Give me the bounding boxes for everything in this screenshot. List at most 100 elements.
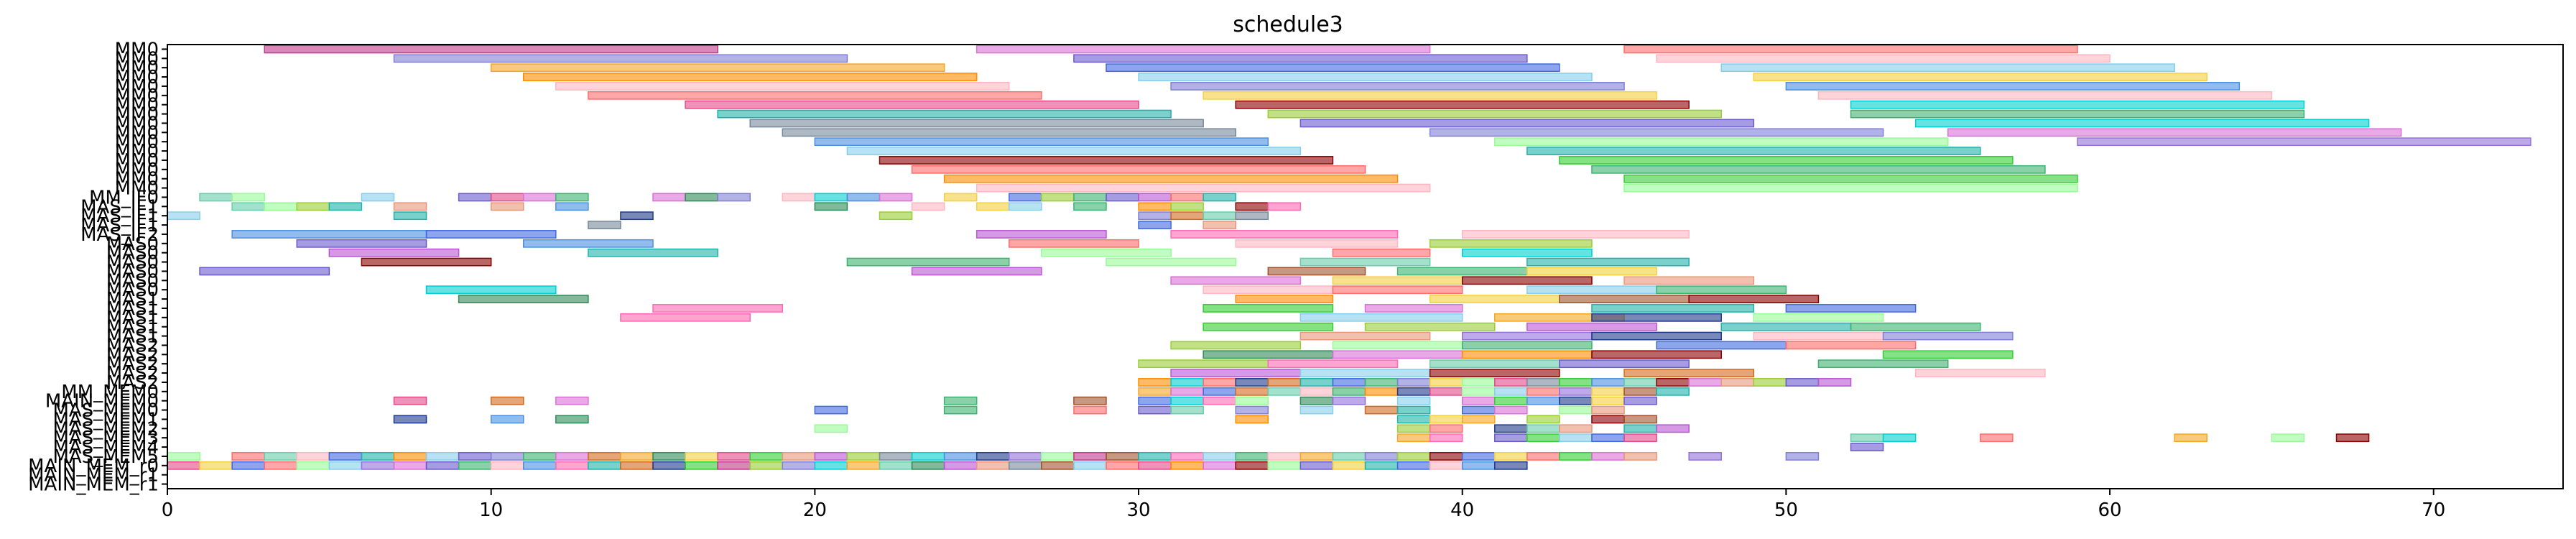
- gantt-bar: [1170, 202, 1204, 211]
- gantt-bar: [1073, 193, 1107, 202]
- gantt-bar: [555, 415, 589, 424]
- gantt-bar: [1591, 331, 1722, 341]
- gantt-bar: [1106, 193, 1139, 202]
- gantt-bar: [1850, 109, 2305, 119]
- gantt-bar: [1332, 276, 1463, 285]
- gantt-bar: [522, 461, 557, 470]
- y-tick-label: MAS1: [106, 308, 159, 329]
- gantt-bar: [976, 230, 1107, 239]
- gantt-bar: [1299, 369, 1431, 377]
- y-tick-label: MAIN_MEM_r0: [28, 456, 159, 477]
- gantt-bar: [1591, 396, 1625, 405]
- gantt-bar: [1396, 267, 1528, 276]
- gantt-bar: [1170, 452, 1204, 461]
- x-axis: 0 10 20 30 40 50 60 70: [162, 489, 2445, 521]
- y-tick-label: MAS2: [106, 354, 159, 375]
- chart-title: schedule3: [1233, 12, 1343, 37]
- gantt-bar: [1461, 276, 1593, 285]
- gantt-bar: [1461, 350, 1593, 359]
- gantt-bar: [393, 396, 427, 405]
- y-tick-label: MM0: [115, 39, 159, 60]
- gantt-bar: [814, 193, 848, 202]
- gantt-bar: [1494, 405, 1528, 415]
- gantt-bar: [1623, 452, 1657, 461]
- x-tick-label: 60: [2098, 499, 2122, 521]
- gantt-bar: [1623, 174, 2078, 183]
- gantt-bar: [1914, 369, 2046, 377]
- gantt-bar: [976, 183, 1431, 193]
- gantt-bar: [620, 211, 654, 221]
- gantt-bar: [1461, 341, 1593, 350]
- gantt-bar: [1656, 341, 1787, 350]
- gantt-bar: [1203, 211, 1236, 221]
- gantt-bar: [911, 165, 1366, 174]
- gantt-bar: [1688, 452, 1722, 461]
- gantt-bar: [1526, 322, 1657, 331]
- y-tick-label: MAS_MEM0: [52, 400, 159, 422]
- gantt-bar: [393, 54, 848, 63]
- gantt-bar: [1170, 378, 1204, 387]
- y-tick-label: MAS_IF1: [80, 196, 159, 218]
- gantt-bar: [1559, 452, 1593, 461]
- gantt-bar: [1364, 452, 1399, 461]
- gantt-bar: [1688, 378, 1722, 387]
- gantt-bar: [1429, 424, 1463, 433]
- gantt-bar: [296, 239, 427, 248]
- gantt-bar: [846, 452, 881, 461]
- gantt-bar: [1817, 91, 2273, 100]
- x-tick-label: 50: [1774, 499, 1798, 521]
- gantt-bar: [1299, 405, 1334, 415]
- gantt-bar: [1656, 424, 1690, 433]
- gantt-bar: [393, 461, 427, 470]
- gantt-bar: [522, 452, 557, 461]
- gantt-bar: [879, 461, 913, 470]
- gantt-bar: [1720, 63, 2175, 73]
- gantt-bar: [1526, 147, 1981, 155]
- gantt-bar: [1429, 415, 1463, 424]
- gantt-bar: [458, 295, 589, 303]
- gantt-bar: [1526, 433, 1560, 443]
- gantt-bar: [588, 461, 621, 470]
- gantt-bar: [458, 193, 492, 202]
- gantt-bar: [199, 193, 233, 202]
- gantt-bar: [1591, 165, 2046, 174]
- y-tick-label: MAS0: [106, 234, 159, 255]
- gantt-bar: [1009, 193, 1042, 202]
- gantt-bar: [167, 211, 200, 221]
- gantt-bar: [1267, 387, 1302, 396]
- gantt-bar: [1623, 387, 1657, 396]
- x-tick-label: 0: [162, 499, 174, 521]
- gantt-bar: [814, 137, 1269, 147]
- gantt-bar: [490, 415, 524, 424]
- gantt-bar: [1753, 331, 1884, 341]
- y-tick-label: MAIN_MEM_r1: [28, 474, 159, 496]
- gantt-bar: [943, 461, 978, 470]
- y-tick-label: MM0: [115, 113, 159, 134]
- gantt-bar: [1623, 433, 1657, 443]
- gantt-bar: [1526, 285, 1657, 295]
- gantt-bar: [1947, 128, 2402, 137]
- y-tick-label: MAS_IF1: [80, 206, 159, 227]
- gantt-bar: [1041, 248, 1172, 257]
- y-tick-label: MAS1: [106, 317, 159, 338]
- gantt-bar: [1299, 313, 1463, 322]
- y-tick-label: MAS_MEM5: [52, 446, 159, 468]
- gantt-bar: [717, 461, 751, 470]
- gantt-bar: [1850, 443, 1884, 451]
- gantt-bar: [1364, 405, 1399, 415]
- y-tick-label: MAS0: [106, 280, 159, 301]
- gantt-bar: [1332, 396, 1366, 405]
- gantt-bar: [328, 461, 363, 470]
- gantt-bar: [1688, 295, 1820, 303]
- y-tick-label: MAS_MEM1: [52, 409, 159, 430]
- gantt-bar: [1235, 415, 1269, 424]
- gantt-bar: [1203, 452, 1236, 461]
- gantt-bar: [717, 193, 751, 202]
- gantt-bar: [264, 45, 718, 54]
- gantt-bar: [1429, 369, 1560, 377]
- y-tick-label: MAS0: [106, 261, 159, 282]
- gantt-bar: [1235, 202, 1269, 211]
- gantt-bar: [1785, 341, 1917, 350]
- gantt-bar: [1138, 359, 1269, 369]
